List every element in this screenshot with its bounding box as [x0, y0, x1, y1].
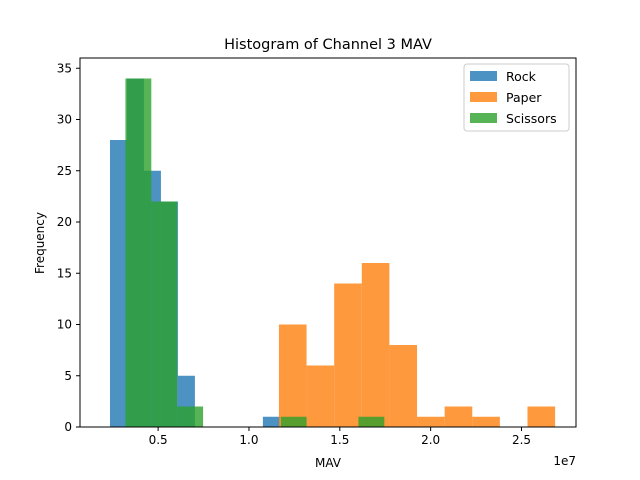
- y-tick-label-7: 35: [57, 61, 72, 75]
- bar-paper-7: [472, 416, 500, 427]
- bar-rock-0: [109, 140, 127, 427]
- y-tick-label-5: 25: [57, 164, 72, 178]
- ticks-layer: 0.5 1.0 1.5 2.0 2.5 0 5 10 15 20 25 30 35: [57, 61, 531, 447]
- x-tick-label-0: 0.5: [149, 433, 168, 447]
- legend-label-scissors: Scissors: [506, 111, 557, 126]
- legend-swatch-scissors: [470, 113, 497, 123]
- bars-layer: [109, 78, 556, 427]
- bar-paper-4: [389, 345, 418, 427]
- legend-label-rock: Rock: [506, 69, 537, 84]
- y-tick-label-2: 10: [57, 318, 72, 332]
- bar-scissors-1: [151, 201, 178, 427]
- x-axis-label: MAV: [315, 456, 342, 470]
- bar-scissors-6: [280, 416, 307, 427]
- y-tick-label-1: 5: [64, 369, 72, 383]
- legend-swatch-rock: [470, 71, 497, 81]
- bar-paper-1: [306, 365, 335, 427]
- y-tick-label-6: 30: [57, 113, 72, 127]
- chart-title: Histogram of Channel 3 MAV: [224, 37, 432, 53]
- x-tick-label-4: 2.5: [512, 433, 531, 447]
- x-tick-label-2: 1.5: [330, 433, 349, 447]
- bar-scissors-0: [125, 78, 152, 427]
- legend: Rock Paper Scissors: [463, 63, 570, 132]
- y-axis-label: Frequency: [33, 212, 47, 274]
- bar-paper-6: [444, 406, 473, 427]
- y-tick-label-4: 20: [57, 215, 72, 229]
- bar-paper-3: [361, 263, 390, 427]
- bar-paper-5: [417, 416, 445, 427]
- y-tick-label-3: 15: [57, 266, 72, 280]
- x-tick-label-1: 1.0: [239, 433, 258, 447]
- bar-scissors-9: [358, 416, 385, 427]
- bar-paper-9: [527, 406, 556, 427]
- bar-rock-9: [262, 416, 280, 427]
- x-tick-label-3: 2.0: [421, 433, 440, 447]
- bar-scissors-2: [177, 406, 204, 427]
- legend-swatch-paper: [470, 92, 497, 102]
- bar-paper-0: [278, 324, 307, 427]
- plot-frame: [79, 57, 577, 428]
- x-axis-offset-label: 1e7: [553, 454, 576, 468]
- legend-label-paper: Paper: [506, 90, 542, 105]
- bar-paper-2: [334, 283, 362, 427]
- y-tick-label-0: 0: [64, 420, 72, 434]
